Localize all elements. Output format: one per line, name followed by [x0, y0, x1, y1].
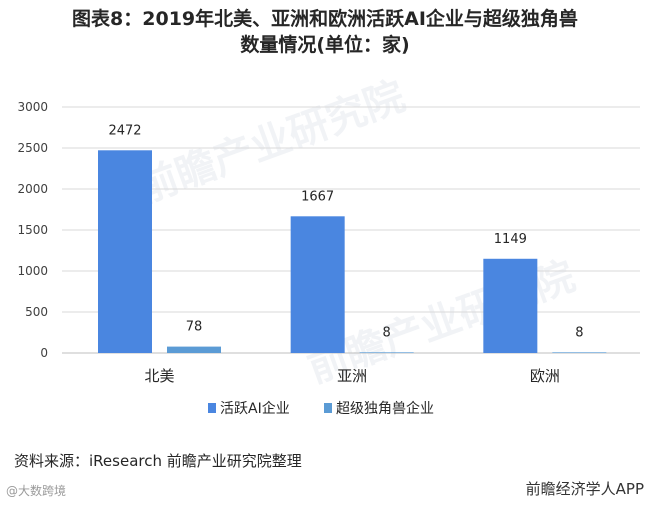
legend-label: 超级独角兽企业	[336, 400, 434, 417]
legend-swatch	[208, 403, 216, 413]
bar-unicorn	[359, 352, 414, 353]
legend-label: 活跃AI企业	[220, 400, 290, 417]
chart-title: 图表8：2019年北美、亚洲和欧洲活跃AI企业与超级独角兽 数量情况(单位：家)	[0, 6, 650, 58]
bar-active-ai	[98, 150, 152, 353]
y-tick-label: 2000	[17, 182, 48, 196]
bar-unicorn	[167, 346, 221, 353]
data-label: 1149	[494, 232, 527, 247]
x-category-label: 北美	[144, 367, 174, 385]
data-label: 2472	[108, 123, 141, 138]
y-tick-label: 2500	[17, 141, 48, 155]
bar-active-ai	[483, 258, 538, 353]
legend-swatch	[324, 403, 332, 413]
x-category-label: 亚洲	[337, 367, 367, 385]
y-tick-label: 3000	[17, 100, 48, 114]
y-tick-label: 500	[25, 305, 48, 319]
bar-unicorn	[552, 352, 607, 353]
data-label: 8	[575, 325, 583, 340]
source-note: 资料来源：iResearch 前瞻产业研究院整理	[14, 452, 302, 470]
x-category-label: 欧洲	[530, 367, 560, 385]
watermark-left: @大数跨境	[6, 484, 67, 498]
y-tick-label: 1500	[17, 223, 48, 237]
y-tick-label: 1000	[17, 264, 48, 278]
data-label: 78	[186, 320, 203, 335]
chart-title-line-2: 数量情况(单位：家)	[240, 34, 410, 56]
y-tick-label: 0	[40, 346, 48, 360]
chart-title-line-1: 图表8：2019年北美、亚洲和欧洲活跃AI企业与超级独角兽	[72, 8, 578, 30]
bar-active-ai	[290, 216, 345, 353]
data-label: 8	[383, 325, 391, 340]
watermark-right: 前瞻经济学人APP	[525, 480, 644, 498]
data-label: 1667	[301, 189, 334, 204]
bar-chart: 0 500 1000 1500 2000 2500 3000 2472 78 北美 1667 8 亚洲 1…	[17, 100, 640, 417]
